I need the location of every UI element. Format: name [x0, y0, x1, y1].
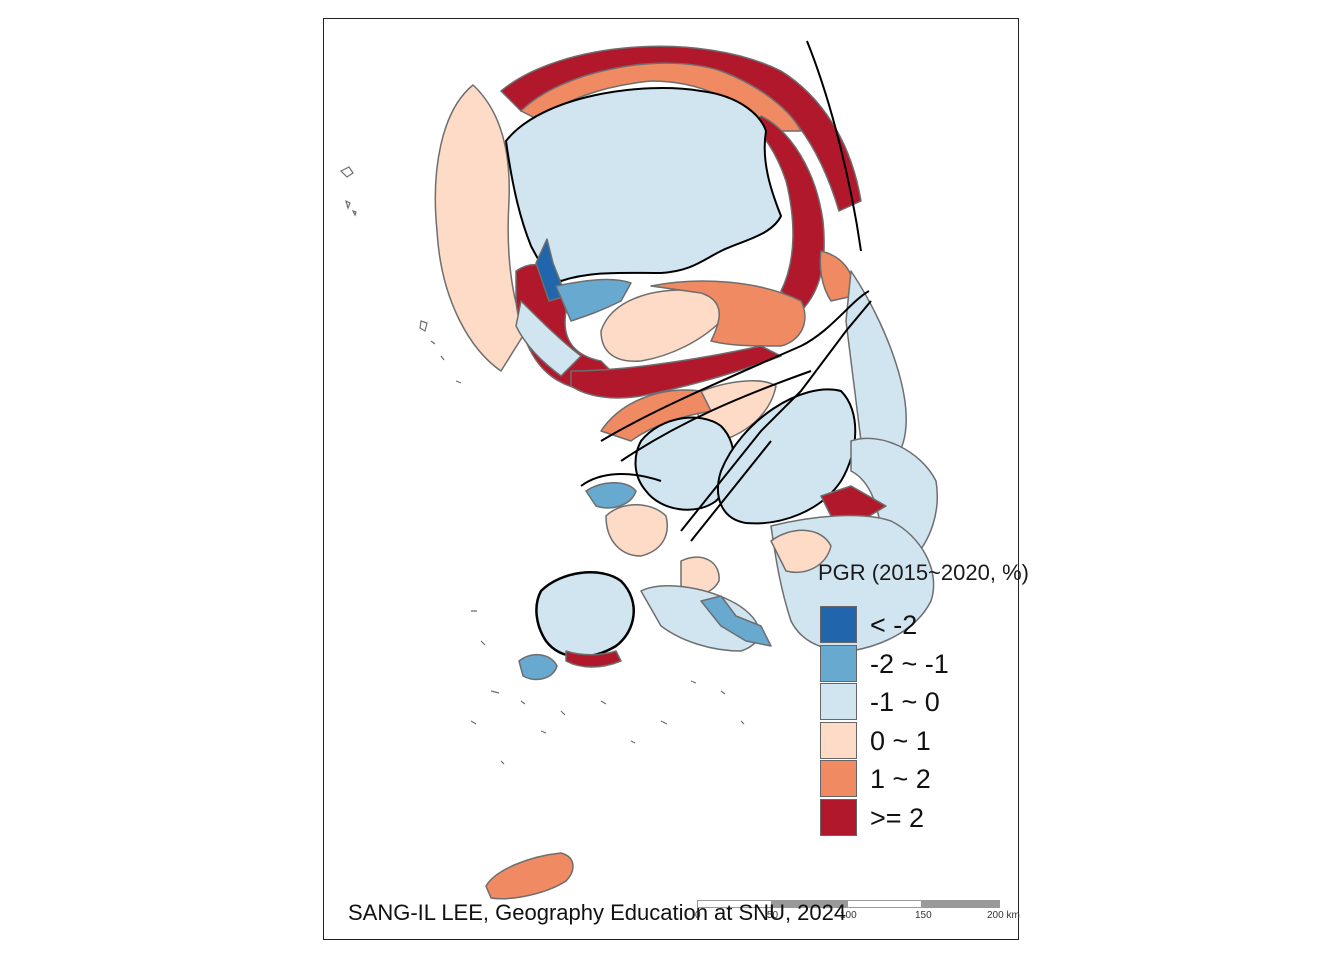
region-jeju: [485, 852, 574, 900]
region-southeast-peach: [770, 529, 832, 573]
scale-tick-100: 100: [840, 910, 857, 921]
scale-tick-200: 200 km: [987, 910, 1020, 921]
legend-swatch: [820, 644, 857, 682]
legend-title: PGR (2015~2020, %): [818, 560, 1029, 585]
scale-seg-4: [922, 900, 1000, 908]
region-diagonal-orange: [600, 389, 712, 442]
legend-item: >= 2: [820, 799, 1020, 837]
scale-seg-3: [847, 900, 922, 908]
islands-south: [600, 680, 745, 744]
legend-label: 0 ~ 1: [870, 725, 931, 756]
legend-swatch: [820, 799, 857, 836]
scale-tick-0: 0: [695, 910, 701, 921]
region-midblue-1: [555, 278, 632, 322]
region-east-lightblue: [845, 270, 907, 462]
region-southwest-circle: [535, 571, 635, 658]
legend-label: 1 ~ 2: [870, 764, 931, 795]
cartogram-map: [339, 40, 938, 900]
province-line-4: [690, 440, 772, 542]
legend-label: < -2: [870, 610, 918, 640]
scale-seg-1: [697, 900, 772, 908]
region-south-red: [565, 650, 622, 668]
legend-swatch: [820, 606, 857, 643]
province-line-6: [580, 473, 662, 487]
legend-item: -1 ~ 0: [820, 683, 1020, 721]
legend-item: < -2: [820, 606, 1020, 644]
region-gwangju-peach: [605, 504, 668, 557]
legend-swatch: [820, 683, 857, 721]
region-daegu: [717, 388, 857, 525]
region-north-orange: [520, 62, 802, 132]
legend-swatch: [820, 721, 857, 759]
region-west-rim: [434, 84, 527, 372]
region-left-lightblue: [515, 300, 582, 377]
legend-label: -1 ~ 0: [870, 687, 940, 718]
islands-west-2: [419, 320, 462, 384]
legend-label: >= 2: [870, 803, 925, 833]
islands-sw: [470, 610, 566, 765]
province-line-5: [806, 40, 862, 252]
province-line-1: [600, 290, 870, 442]
legend-item: 1 ~ 2: [820, 760, 1020, 798]
scale-tick-150: 150: [915, 910, 932, 921]
region-center-orange: [650, 280, 806, 347]
legend-item: 0 ~ 1: [820, 721, 1020, 760]
region-south-coast-blue: [700, 595, 772, 647]
province-line-3: [680, 300, 872, 532]
legend-label: -2 ~ -1: [870, 648, 949, 679]
region-lower-red: [570, 345, 782, 399]
scale-tick-50: 50: [767, 910, 779, 921]
legend-swatch: [820, 760, 857, 798]
islands-west-1: [339, 166, 357, 217]
region-southwest-blue: [518, 654, 558, 681]
region-west-blue-2: [585, 482, 637, 509]
legend-item: -2 ~ -1: [820, 644, 1020, 683]
scale-bar: 0 50 100 150 200 km: [695, 898, 1020, 928]
credit-text: SANG-IL LEE, Geography Education at SNU,…: [348, 900, 847, 925]
scale-seg-2: [772, 900, 847, 908]
province-line-2: [620, 370, 812, 462]
map-frame: [323, 18, 1019, 940]
region-east-red: [820, 485, 887, 522]
region-southeast-lightblue: [850, 437, 938, 562]
